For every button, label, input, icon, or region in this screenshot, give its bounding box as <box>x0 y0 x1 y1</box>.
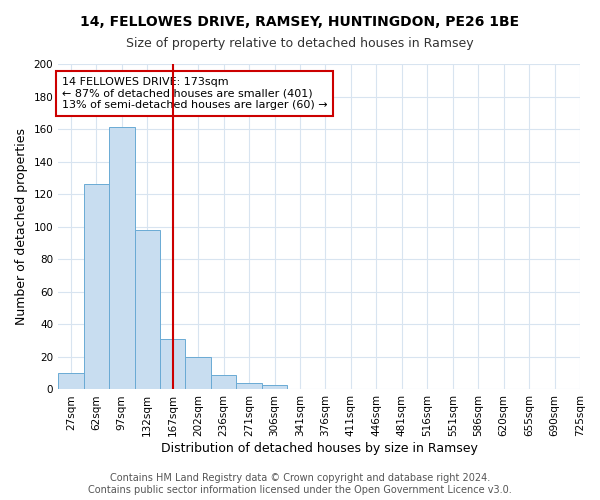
Text: Contains HM Land Registry data © Crown copyright and database right 2024.
Contai: Contains HM Land Registry data © Crown c… <box>88 474 512 495</box>
Bar <box>185 357 211 390</box>
Bar <box>109 128 134 390</box>
Y-axis label: Number of detached properties: Number of detached properties <box>15 128 28 325</box>
Bar <box>83 184 109 390</box>
Bar <box>236 383 262 390</box>
Text: 14 FELLOWES DRIVE: 173sqm
← 87% of detached houses are smaller (401)
13% of semi: 14 FELLOWES DRIVE: 173sqm ← 87% of detac… <box>62 77 328 110</box>
Text: 14, FELLOWES DRIVE, RAMSEY, HUNTINGDON, PE26 1BE: 14, FELLOWES DRIVE, RAMSEY, HUNTINGDON, … <box>80 15 520 29</box>
Bar <box>58 373 83 390</box>
Bar <box>134 230 160 390</box>
Bar <box>262 384 287 390</box>
Bar <box>160 339 185 390</box>
X-axis label: Distribution of detached houses by size in Ramsey: Distribution of detached houses by size … <box>161 442 478 455</box>
Text: Size of property relative to detached houses in Ramsey: Size of property relative to detached ho… <box>126 38 474 51</box>
Bar <box>211 375 236 390</box>
